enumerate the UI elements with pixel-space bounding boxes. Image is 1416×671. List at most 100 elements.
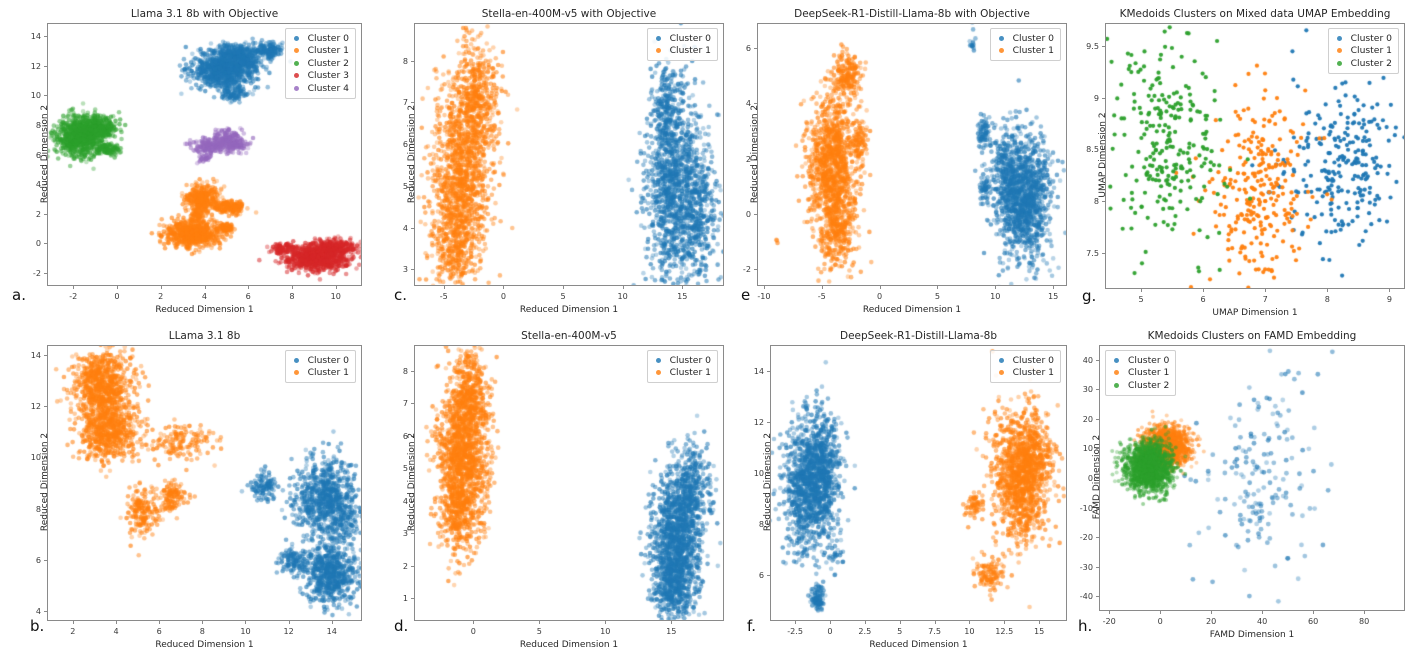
panel-c-legend[interactable]: Cluster 0 Cluster 1 [646,28,718,61]
legend-marker-icon [655,35,661,41]
y-tick-mark [44,124,47,126]
y-tick-label: 8 [35,119,41,130]
legend-entry[interactable]: Cluster 0 [1333,32,1392,45]
x-tick-mark [795,621,797,624]
legend-entry[interactable]: Cluster 2 [290,57,349,70]
legend-label: Cluster 0 [307,32,349,44]
y-tick-label: 4 [35,179,41,190]
x-tick-label: 2 [158,291,164,301]
y-tick-label: -2 [742,264,751,275]
x-tick-mark [1203,289,1205,292]
y-tick-mark [754,47,757,49]
y-tick-mark [1096,478,1099,479]
x-tick-mark [937,286,939,289]
legend-entry[interactable]: Cluster 3 [290,70,349,83]
legend-entry[interactable]: Cluster 0 [290,32,349,45]
x-tick-mark [1313,611,1315,614]
x-tick-mark [899,621,901,624]
y-tick-label: 5 [402,180,408,191]
legend-entry[interactable]: Cluster 1 [290,367,349,380]
panel-label-f: f. [747,617,756,635]
y-tick-label: 12 [30,401,41,412]
y-tick-label: 10 [1082,443,1093,454]
legend-label: Cluster 1 [307,367,349,379]
y-tick-mark [411,102,414,104]
y-tick-label: -30 [1079,561,1093,572]
x-tick-label: 14 [326,626,337,636]
legend-entry[interactable]: Cluster 1 [995,367,1054,380]
panel-f-scatter-canvas [771,346,1066,620]
x-tick-mark [1389,289,1391,292]
legend-entry[interactable]: Cluster 0 [995,354,1054,367]
legend-label: Cluster 0 [307,354,349,366]
x-tick-label: 7.5 [928,626,941,636]
x-tick-label: 8 [289,291,295,301]
x-tick-mark [1004,621,1006,624]
legend-entry[interactable]: Cluster 4 [290,82,349,95]
y-tick-label: 20 [1082,413,1093,424]
y-tick-mark [767,575,770,576]
x-tick-mark [671,621,673,624]
x-tick-mark [995,286,997,289]
y-tick-mark [767,421,770,423]
x-tick-mark [503,286,505,289]
legend-label: Cluster 1 [1128,367,1170,379]
legend-marker-icon [998,370,1004,376]
panel-e-legend[interactable]: Cluster 0 Cluster 1 [989,28,1061,61]
y-tick-mark [44,213,47,215]
legend-marker-icon [293,85,299,91]
x-tick-label: 10 [964,626,975,636]
legend-entry[interactable]: Cluster 0 [995,32,1054,45]
x-tick-mark [116,621,118,624]
y-tick-label: 4 [35,605,41,616]
y-tick-mark [767,472,770,474]
panel-label-g: g. [1082,287,1097,305]
legend-marker-icon [655,48,661,54]
legend-marker-icon [293,60,299,66]
panel-b-legend[interactable]: Cluster 0 Cluster 1 [284,350,356,383]
x-tick-label: -2 [69,291,78,301]
legend-entry[interactable]: Cluster 0 [1110,354,1169,367]
y-tick-label: 14 [753,365,764,376]
panel-g-legend[interactable]: Cluster 0 Cluster 1 Cluster 2 [1327,28,1399,74]
legend-marker-icon [1336,35,1342,41]
legend-entry[interactable]: Cluster 2 [1110,379,1169,392]
legend-entry[interactable]: Cluster 0 [290,354,349,367]
panel-f-plot-area [770,345,1067,621]
y-tick-label: 8 [402,365,408,376]
y-tick-label: 2 [35,208,41,219]
panel-h-legend[interactable]: Cluster 0 Cluster 1 Cluster 2 [1105,350,1177,396]
y-tick-mark [44,272,47,274]
y-tick-mark [411,533,414,535]
x-tick-mark [473,621,475,624]
legend-marker-icon [998,48,1004,54]
y-tick-mark [1102,201,1105,203]
legend-entry[interactable]: Cluster 0 [652,32,711,45]
legend-marker-icon [1336,48,1342,54]
x-tick-mark [248,286,250,289]
legend-entry[interactable]: Cluster 2 [1333,57,1392,70]
legend-entry[interactable]: Cluster 1 [652,45,711,58]
y-tick-label: 12 [30,60,41,71]
x-tick-mark [72,621,74,624]
panel-d-legend[interactable]: Cluster 0 Cluster 1 [646,350,718,383]
panel-d-scatter-canvas [415,346,723,620]
legend-entry[interactable]: Cluster 1 [1333,45,1392,58]
y-tick-mark [1102,149,1105,151]
x-tick-mark [829,621,831,624]
panel-f-legend[interactable]: Cluster 0 Cluster 1 [989,350,1061,383]
legend-entry[interactable]: Cluster 0 [652,354,711,367]
legend-entry[interactable]: Cluster 1 [995,45,1054,58]
legend-entry[interactable]: Cluster 1 [1110,367,1169,380]
panel-a-legend[interactable]: Cluster 0 Cluster 1 Cluster 2 Cluster 3 Clus… [284,28,356,99]
legend-entry[interactable]: Cluster 1 [290,45,349,58]
legend-entry[interactable]: Cluster 1 [652,367,711,380]
y-tick-mark [1096,448,1099,450]
legend-label: Cluster 4 [307,82,349,94]
x-tick-mark [682,286,684,289]
y-tick-mark [1096,389,1099,391]
legend-label: Cluster 0 [1128,354,1170,366]
y-tick-mark [754,214,757,216]
legend-marker-icon [293,48,299,54]
